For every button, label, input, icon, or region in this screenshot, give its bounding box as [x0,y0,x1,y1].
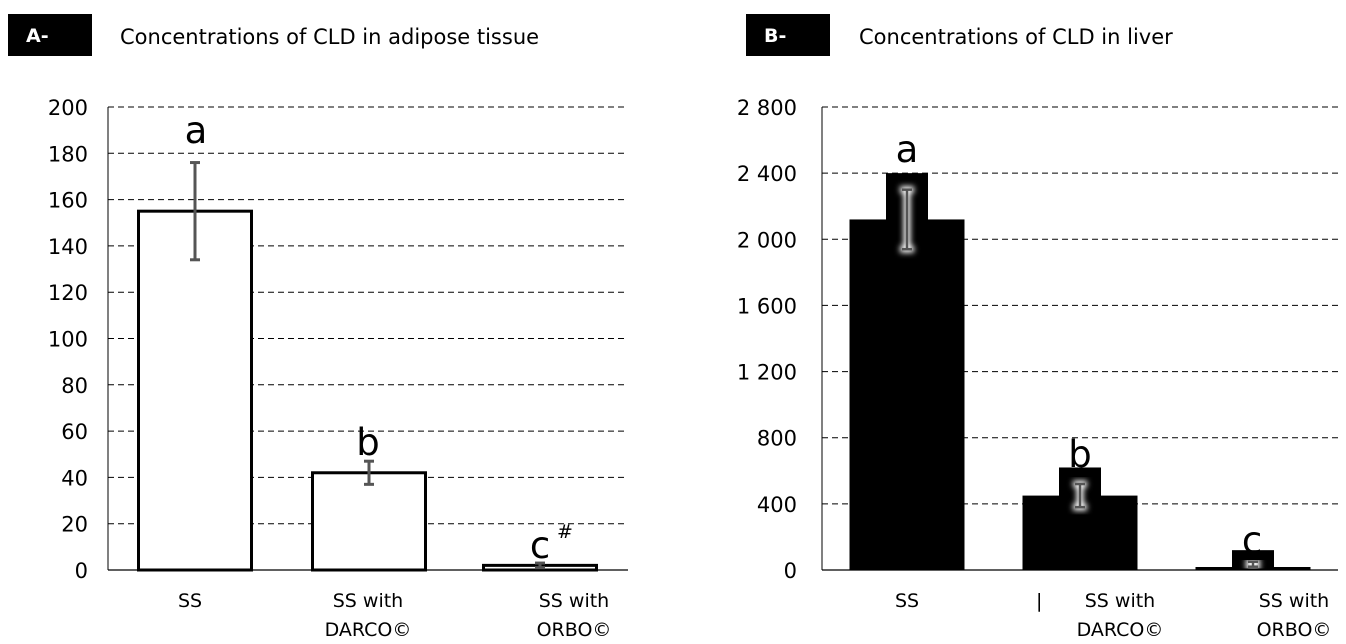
stray-mark: | [1036,590,1042,612]
y-tick-label: 200 [48,96,88,120]
panel-a-title: Concentrations of CLD in adipose tissue [120,25,539,49]
panel-a-error-bars [190,161,545,570]
category-label: SS with [539,590,609,612]
category-label: SS with [333,590,403,612]
y-tick-label: 1 600 [737,294,797,318]
panel-b-badge-label: B- [764,25,786,47]
category-label: SS with [1085,590,1155,612]
y-tick-label: 0 [75,559,88,583]
panel-a-x-axis: SS SS with DARCO© SS with ORBO© [178,590,611,641]
panel-b-y-axis: 0 400 800 1 200 1 600 2 000 2 400 2 800 [737,96,823,583]
y-tick-label: 140 [48,235,88,259]
bar [311,471,427,572]
significance-label: a [185,109,208,152]
y-tick-label: 2 400 [737,162,797,186]
panel-a-chart: A- Concentrations of CLD in adipose tiss… [8,14,628,641]
category-label: DARCO© [1077,619,1164,641]
y-tick-label: 180 [48,142,88,166]
panel-b-significance-labels: a b c [896,128,1263,562]
category-label: DARCO© [325,619,412,641]
category-label: SS with [1259,590,1329,612]
category-label: SS [178,590,202,612]
panel-b-x-axis: SS SS with DARCO© SS with ORBO© [895,590,1331,641]
panel-a-badge-label: A- [26,25,49,47]
category-label: ORBO© [537,619,612,641]
significance-label: c [530,524,550,567]
y-tick-label: 0 [784,559,797,583]
y-tick-label: 60 [61,420,88,444]
panel-b-badge [746,14,830,56]
y-tick-label: 80 [61,374,88,398]
panel-a-badge [8,14,92,56]
panel-b-error-bars [900,186,1260,571]
bar [137,209,253,572]
y-tick-label: 400 [757,493,797,517]
y-tick-label: 800 [757,427,797,451]
y-tick-label: 20 [61,513,88,537]
panel-b-title: Concentrations of CLD in liver [859,25,1173,49]
panel-a-y-axis: 0 20 40 60 80 100 120 140 160 180 200 [48,96,109,583]
y-tick-label: 160 [48,189,88,213]
category-label: SS [895,590,919,612]
y-tick-label: 2 800 [737,96,797,120]
significance-label: a [896,128,919,171]
significance-label: c [1242,519,1262,562]
y-tick-label: 120 [48,281,88,305]
panel-a-significance-labels: a b c # [185,109,573,567]
y-tick-label: 2 000 [737,228,797,252]
panel-b-chart: B- Concentrations of CLD in liver 0 400 80… [737,14,1338,641]
y-tick-label: 40 [61,466,88,490]
y-tick-label: 1 200 [737,361,797,385]
significance-label: b [356,421,380,464]
category-label: ORBO© [1257,619,1332,641]
y-tick-label: 100 [48,328,88,352]
significance-suffix: # [557,521,573,543]
panel-a-bars [137,209,598,572]
significance-label: b [1068,433,1092,476]
